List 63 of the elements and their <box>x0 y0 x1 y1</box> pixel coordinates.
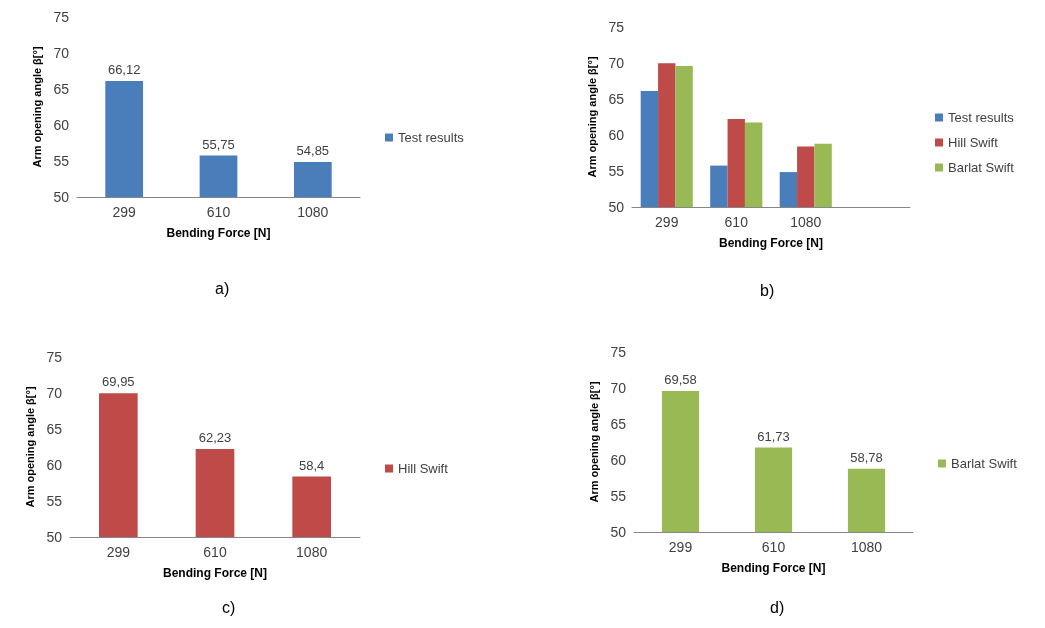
legend-label: Barlat Swift <box>951 456 1018 471</box>
text: a) <box>215 279 230 297</box>
y-tick-label: 75 <box>608 19 625 35</box>
text: b) <box>760 281 775 299</box>
x-tick-label: 1080 <box>297 204 329 220</box>
y-tick-label: 55 <box>610 488 627 504</box>
data-label: 55,75 <box>202 136 235 152</box>
x-tick-label: 610 <box>206 204 231 220</box>
y-tick-label: 50 <box>53 189 70 205</box>
x-axis-title: Bending Force [N] <box>719 236 823 250</box>
y-tick-label: 60 <box>610 452 627 468</box>
y-tick-label: 65 <box>46 421 63 437</box>
x-tick-label: 610 <box>203 544 227 560</box>
y-tick-label: 60 <box>608 127 625 143</box>
y-tick-label: 70 <box>53 45 70 61</box>
legend-label: Hill Swift <box>398 461 449 476</box>
y-tick-label: 65 <box>53 81 70 97</box>
data-label: 58,4 <box>299 457 325 473</box>
y-tick-label: 70 <box>610 380 627 396</box>
y-axis-title: Arm opening angle β[°] <box>588 381 601 503</box>
y-tick-label: 50 <box>46 529 63 545</box>
y-tick-label: 55 <box>53 153 70 169</box>
x-tick-label: 610 <box>761 539 786 555</box>
legend-label: Barlat Swift <box>948 160 1015 175</box>
data-label: 66,12 <box>107 61 141 77</box>
x-tick-label: 1080 <box>850 539 883 555</box>
legend-label: Test results <box>398 130 465 145</box>
y-tick-label: 60 <box>46 457 63 473</box>
x-tick-label: 299 <box>106 544 131 560</box>
text: c) <box>222 598 236 616</box>
y-axis-title: Arm opening angle β[°] <box>586 56 599 178</box>
x-axis-title: Bending Force [N] <box>166 226 271 240</box>
x-tick-label: 1080 <box>296 544 328 560</box>
data-label: 61,73 <box>757 428 790 444</box>
data-label: 54,85 <box>296 143 330 159</box>
y-tick-label: 75 <box>46 349 63 365</box>
x-tick-label: 299 <box>655 214 679 230</box>
y-axis-title: Arm opening angle β[°] <box>31 46 44 168</box>
x-axis-title: Bending Force [N] <box>163 566 267 580</box>
x-tick-label: 1080 <box>790 214 822 230</box>
y-tick-label: 70 <box>608 55 625 71</box>
x-tick-label: 299 <box>112 204 137 220</box>
text: d) <box>770 598 785 616</box>
y-tick-label: 50 <box>608 199 625 215</box>
y-tick-label: 65 <box>610 416 627 432</box>
y-tick-label: 60 <box>53 117 70 133</box>
data-label: 58,78 <box>850 449 883 465</box>
y-tick-label: 55 <box>46 493 63 509</box>
y-tick-label: 70 <box>46 385 63 401</box>
y-tick-label: 55 <box>608 163 625 179</box>
legend-label: Test results <box>948 110 1015 125</box>
y-tick-label: 65 <box>608 91 625 107</box>
data-label: 69,58 <box>664 372 697 388</box>
x-tick-label: 299 <box>668 539 693 555</box>
y-tick-label: 50 <box>610 524 627 540</box>
x-axis-title: Bending Force [N] <box>721 561 826 575</box>
y-tick-label: 75 <box>53 9 70 25</box>
data-label: 69,95 <box>102 374 135 390</box>
legend-label: Hill Swift <box>948 135 999 150</box>
data-label: 62,23 <box>198 429 232 445</box>
y-axis-title: Arm opening angle β[°] <box>24 386 37 508</box>
x-tick-label: 610 <box>724 214 749 230</box>
y-tick-label: 75 <box>610 344 627 360</box>
